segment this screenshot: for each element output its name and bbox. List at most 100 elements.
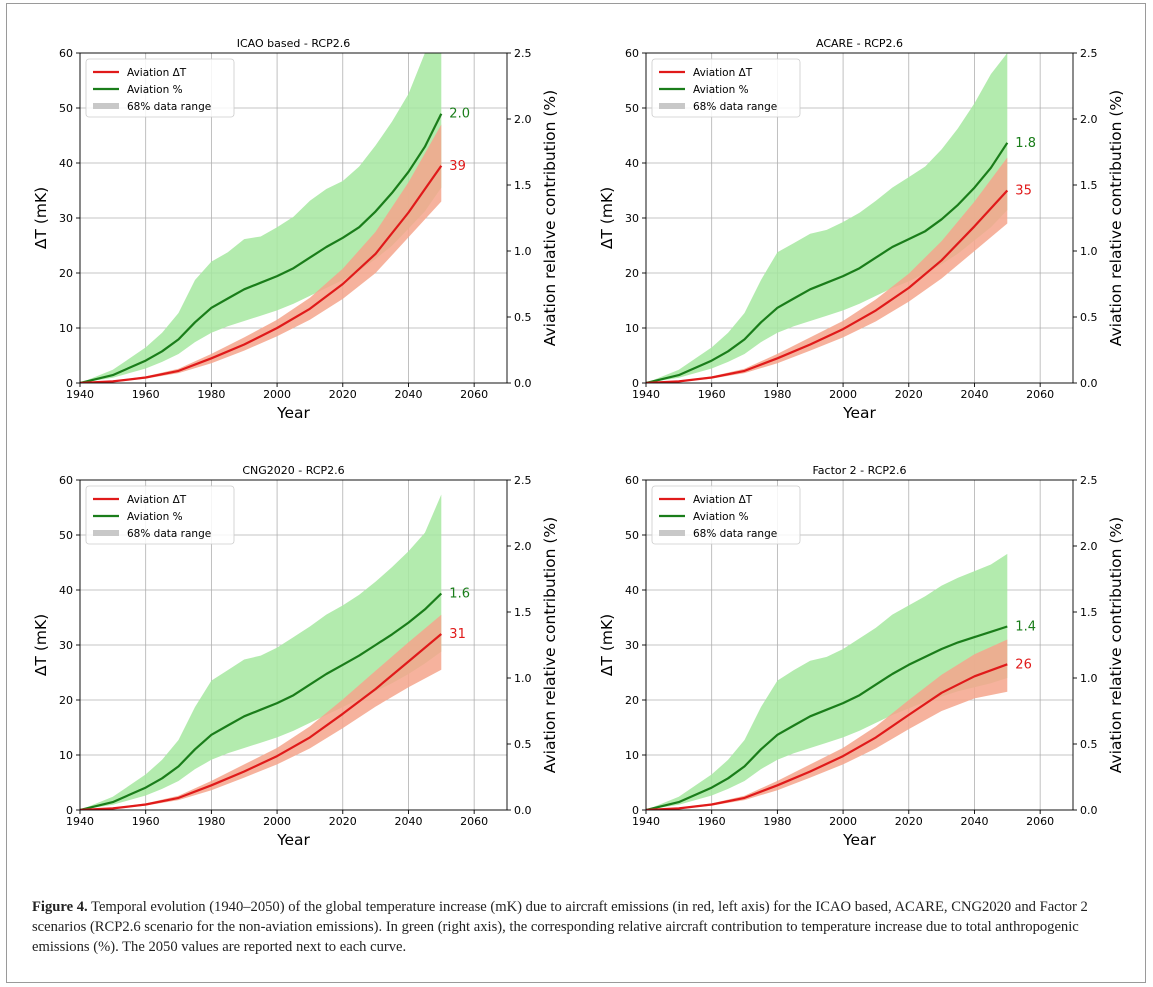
- x-tick-label: 1980: [763, 815, 791, 828]
- y2-tick-label: 0.5: [514, 311, 532, 324]
- pct-series-line: [80, 113, 443, 383]
- x-axis-label: Year: [842, 831, 876, 849]
- y-axis-label: ΔT (mK): [598, 614, 616, 676]
- y2-tick-label: 1.0: [514, 245, 532, 258]
- x-tick-label: 1960: [698, 388, 726, 401]
- x-tick-label: 2040: [394, 815, 422, 828]
- dT-series-line: [80, 165, 443, 383]
- y2-tick-label: 2.5: [514, 47, 532, 60]
- x-tick-label: 2060: [460, 388, 488, 401]
- y-tick-label: 10: [625, 322, 639, 335]
- x-tick-label: 2040: [394, 388, 422, 401]
- y-tick-label: 0: [66, 377, 73, 390]
- y2-tick-label: 2.0: [1080, 113, 1098, 126]
- y2-tick-label: 0.5: [514, 738, 532, 751]
- y-tick-label: 60: [625, 47, 639, 60]
- y-axis-label: ΔT (mK): [32, 187, 50, 249]
- legend-dT-label: Aviation ΔT: [693, 494, 753, 506]
- y2-tick-label: 1.0: [1080, 672, 1098, 685]
- dT-end-label: 39: [449, 159, 466, 174]
- x-tick-label: 1980: [197, 815, 225, 828]
- y-tick-label: 10: [59, 749, 73, 762]
- y2-tick-label: 0.0: [1080, 804, 1098, 817]
- x-tick-label: 2020: [329, 388, 357, 401]
- x-tick-label: 2000: [829, 388, 857, 401]
- x-tick-label: 2000: [829, 815, 857, 828]
- pct-end-label: 1.6: [449, 587, 470, 602]
- chart-title: CNG2020 - RCP2.6: [242, 464, 344, 477]
- chart-title: ACARE - RCP2.6: [816, 37, 903, 50]
- x-tick-label: 2000: [263, 815, 291, 828]
- y-tick-label: 20: [59, 694, 73, 707]
- y2-tick-label: 1.5: [514, 179, 532, 192]
- pct-end-label: 2.0: [449, 107, 470, 122]
- pct-series-line: [80, 592, 443, 810]
- x-tick-label: 2000: [263, 388, 291, 401]
- y2-tick-label: 1.5: [1080, 606, 1098, 619]
- y-tick-label: 30: [59, 212, 73, 225]
- x-tick-label: 2020: [895, 815, 923, 828]
- pct-series-line: [646, 142, 1009, 383]
- y2-axis-label: Aviation relative contribution (%): [541, 90, 559, 346]
- y2-tick-label: 2.0: [514, 113, 532, 126]
- x-tick-label: 2060: [1026, 815, 1054, 828]
- legend-pct-label: Aviation %: [127, 84, 183, 96]
- y-tick-label: 50: [625, 529, 639, 542]
- chart-legend: Aviation ΔT Aviation % 68% data range: [85, 58, 235, 118]
- dT-end-label: 26: [1015, 657, 1032, 672]
- chart-title: ICAO based - RCP2.6: [237, 37, 350, 50]
- y2-tick-label: 0.0: [1080, 377, 1098, 390]
- y-tick-label: 30: [625, 212, 639, 225]
- y-tick-label: 50: [59, 102, 73, 115]
- legend-box: [651, 485, 801, 545]
- y-tick-label: 60: [59, 474, 73, 487]
- y2-tick-label: 1.0: [1080, 245, 1098, 258]
- legend-box: [85, 58, 235, 118]
- x-tick-label: 1940: [66, 815, 94, 828]
- y2-tick-label: 2.5: [514, 474, 532, 487]
- dT-series-line: [646, 189, 1009, 383]
- y-tick-label: 50: [625, 102, 639, 115]
- y2-tick-label: 2.5: [1080, 47, 1098, 60]
- y2-axis-label: Aviation relative contribution (%): [1107, 517, 1125, 773]
- x-axis-label: Year: [276, 831, 310, 849]
- x-tick-label: 1980: [763, 388, 791, 401]
- pct-series-line: [646, 625, 1008, 810]
- y-tick-label: 10: [59, 322, 73, 335]
- y-tick-label: 0: [632, 804, 639, 817]
- x-tick-label: 1960: [698, 815, 726, 828]
- x-tick-label: 1940: [632, 388, 660, 401]
- x-tick-label: 2060: [460, 815, 488, 828]
- plot-area: [80, 53, 443, 383]
- y2-tick-label: 0.5: [1080, 311, 1098, 324]
- chart-panel-icao: 1940 1960 1980 2000 2020 2040 2060 0 10 20 30 40 50 6…: [32, 37, 559, 422]
- chart-panel-factor2: 1940 1960 1980 2000 2020 2040 2060 0 10 20 30 40 50 6…: [598, 464, 1125, 849]
- dT-end-label: 35: [1015, 184, 1032, 199]
- legend-range-label: 68% data range: [693, 528, 777, 540]
- legend-pct-label: Aviation %: [693, 511, 749, 523]
- pct-range-band: [646, 553, 1008, 810]
- pct-end-label: 1.8: [1015, 136, 1036, 151]
- x-tick-label: 2020: [895, 388, 923, 401]
- caption-text: Temporal evolution (1940–2050) of the gl…: [32, 899, 1088, 955]
- y2-axis-label: Aviation relative contribution (%): [1107, 90, 1125, 346]
- dT-end-label: 31: [449, 627, 466, 642]
- dT-range-band: [80, 124, 442, 383]
- y-axis-label: ΔT (mK): [32, 614, 50, 676]
- y-tick-label: 40: [59, 584, 73, 597]
- y2-tick-label: 0.0: [514, 377, 532, 390]
- legend-pct-label: Aviation %: [693, 84, 749, 96]
- chart-panel-acare: 1940 1960 1980 2000 2020 2040 2060 0 10 20 30 40 50 6…: [598, 37, 1125, 422]
- y2-axis-label: Aviation relative contribution (%): [541, 517, 559, 773]
- legend-dT-label: Aviation ΔT: [693, 67, 753, 79]
- legend-range-label: 68% data range: [127, 528, 211, 540]
- legend-dT-label: Aviation ΔT: [127, 494, 187, 506]
- x-tick-label: 2040: [960, 388, 988, 401]
- dT-range-band: [80, 614, 442, 810]
- legend-dT-label: Aviation ΔT: [127, 67, 187, 79]
- y2-tick-label: 2.5: [1080, 474, 1098, 487]
- y-tick-label: 0: [632, 377, 639, 390]
- caption-label: Figure 4.: [32, 899, 88, 915]
- figure-caption: Figure 4. Temporal evolution (1940–2050)…: [32, 897, 1112, 957]
- legend-pct-label: Aviation %: [127, 511, 183, 523]
